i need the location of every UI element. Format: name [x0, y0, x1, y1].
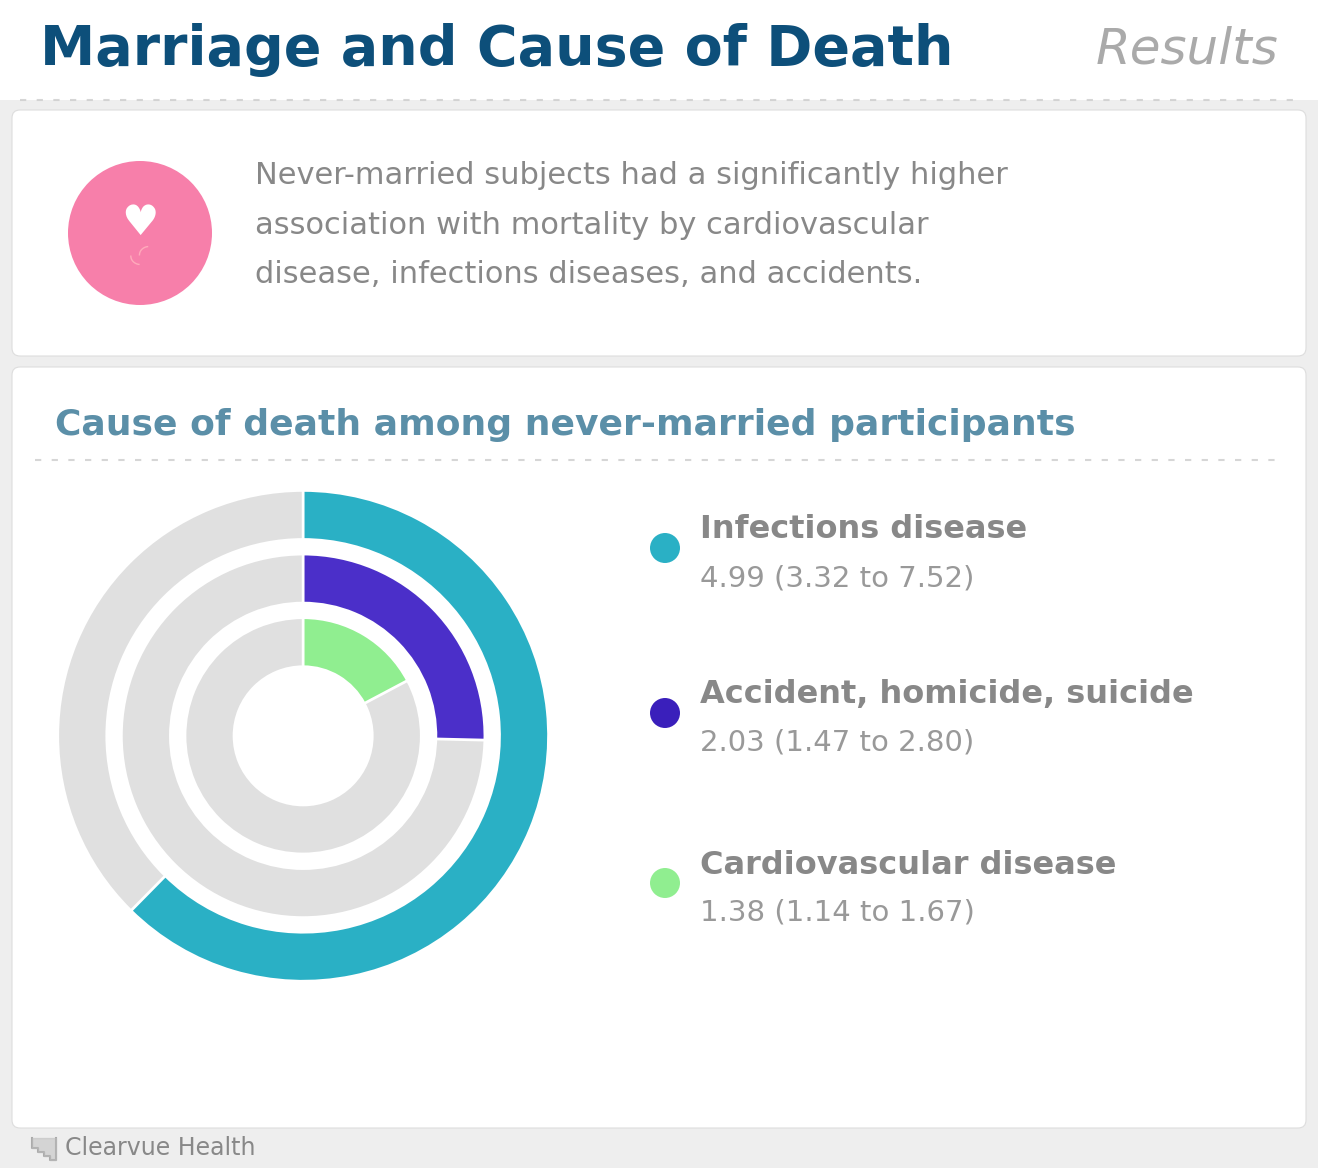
FancyBboxPatch shape: [12, 367, 1306, 1128]
Text: Results: Results: [1095, 26, 1278, 74]
Circle shape: [650, 533, 680, 563]
FancyBboxPatch shape: [12, 110, 1306, 356]
Text: ◟◜: ◟◜: [130, 243, 150, 267]
Text: Infections disease: Infections disease: [700, 514, 1027, 545]
Circle shape: [650, 698, 680, 728]
Wedge shape: [121, 554, 485, 918]
Wedge shape: [185, 618, 422, 854]
Text: Marriage and Cause of Death: Marriage and Cause of Death: [40, 23, 953, 77]
Text: Accident, homicide, suicide: Accident, homicide, suicide: [700, 680, 1194, 710]
Text: Clearvue Health: Clearvue Health: [65, 1136, 256, 1160]
Polygon shape: [32, 1138, 55, 1160]
Wedge shape: [303, 618, 407, 703]
FancyBboxPatch shape: [0, 0, 1318, 100]
Wedge shape: [58, 491, 548, 981]
Circle shape: [650, 868, 680, 898]
Text: 4.99 (3.32 to 7.52): 4.99 (3.32 to 7.52): [700, 564, 974, 592]
Text: Cause of death among never-married participants: Cause of death among never-married parti…: [55, 408, 1075, 442]
Text: 1.38 (1.14 to 1.67): 1.38 (1.14 to 1.67): [700, 899, 975, 927]
Text: 2.03 (1.47 to 2.80): 2.03 (1.47 to 2.80): [700, 729, 974, 757]
Circle shape: [69, 161, 212, 305]
Wedge shape: [303, 554, 485, 741]
Text: Never-married subjects had a significantly higher
association with mortality by : Never-married subjects had a significant…: [254, 161, 1008, 290]
Text: Cardiovascular disease: Cardiovascular disease: [700, 849, 1116, 881]
Text: ♥: ♥: [121, 202, 158, 244]
Wedge shape: [130, 491, 548, 981]
